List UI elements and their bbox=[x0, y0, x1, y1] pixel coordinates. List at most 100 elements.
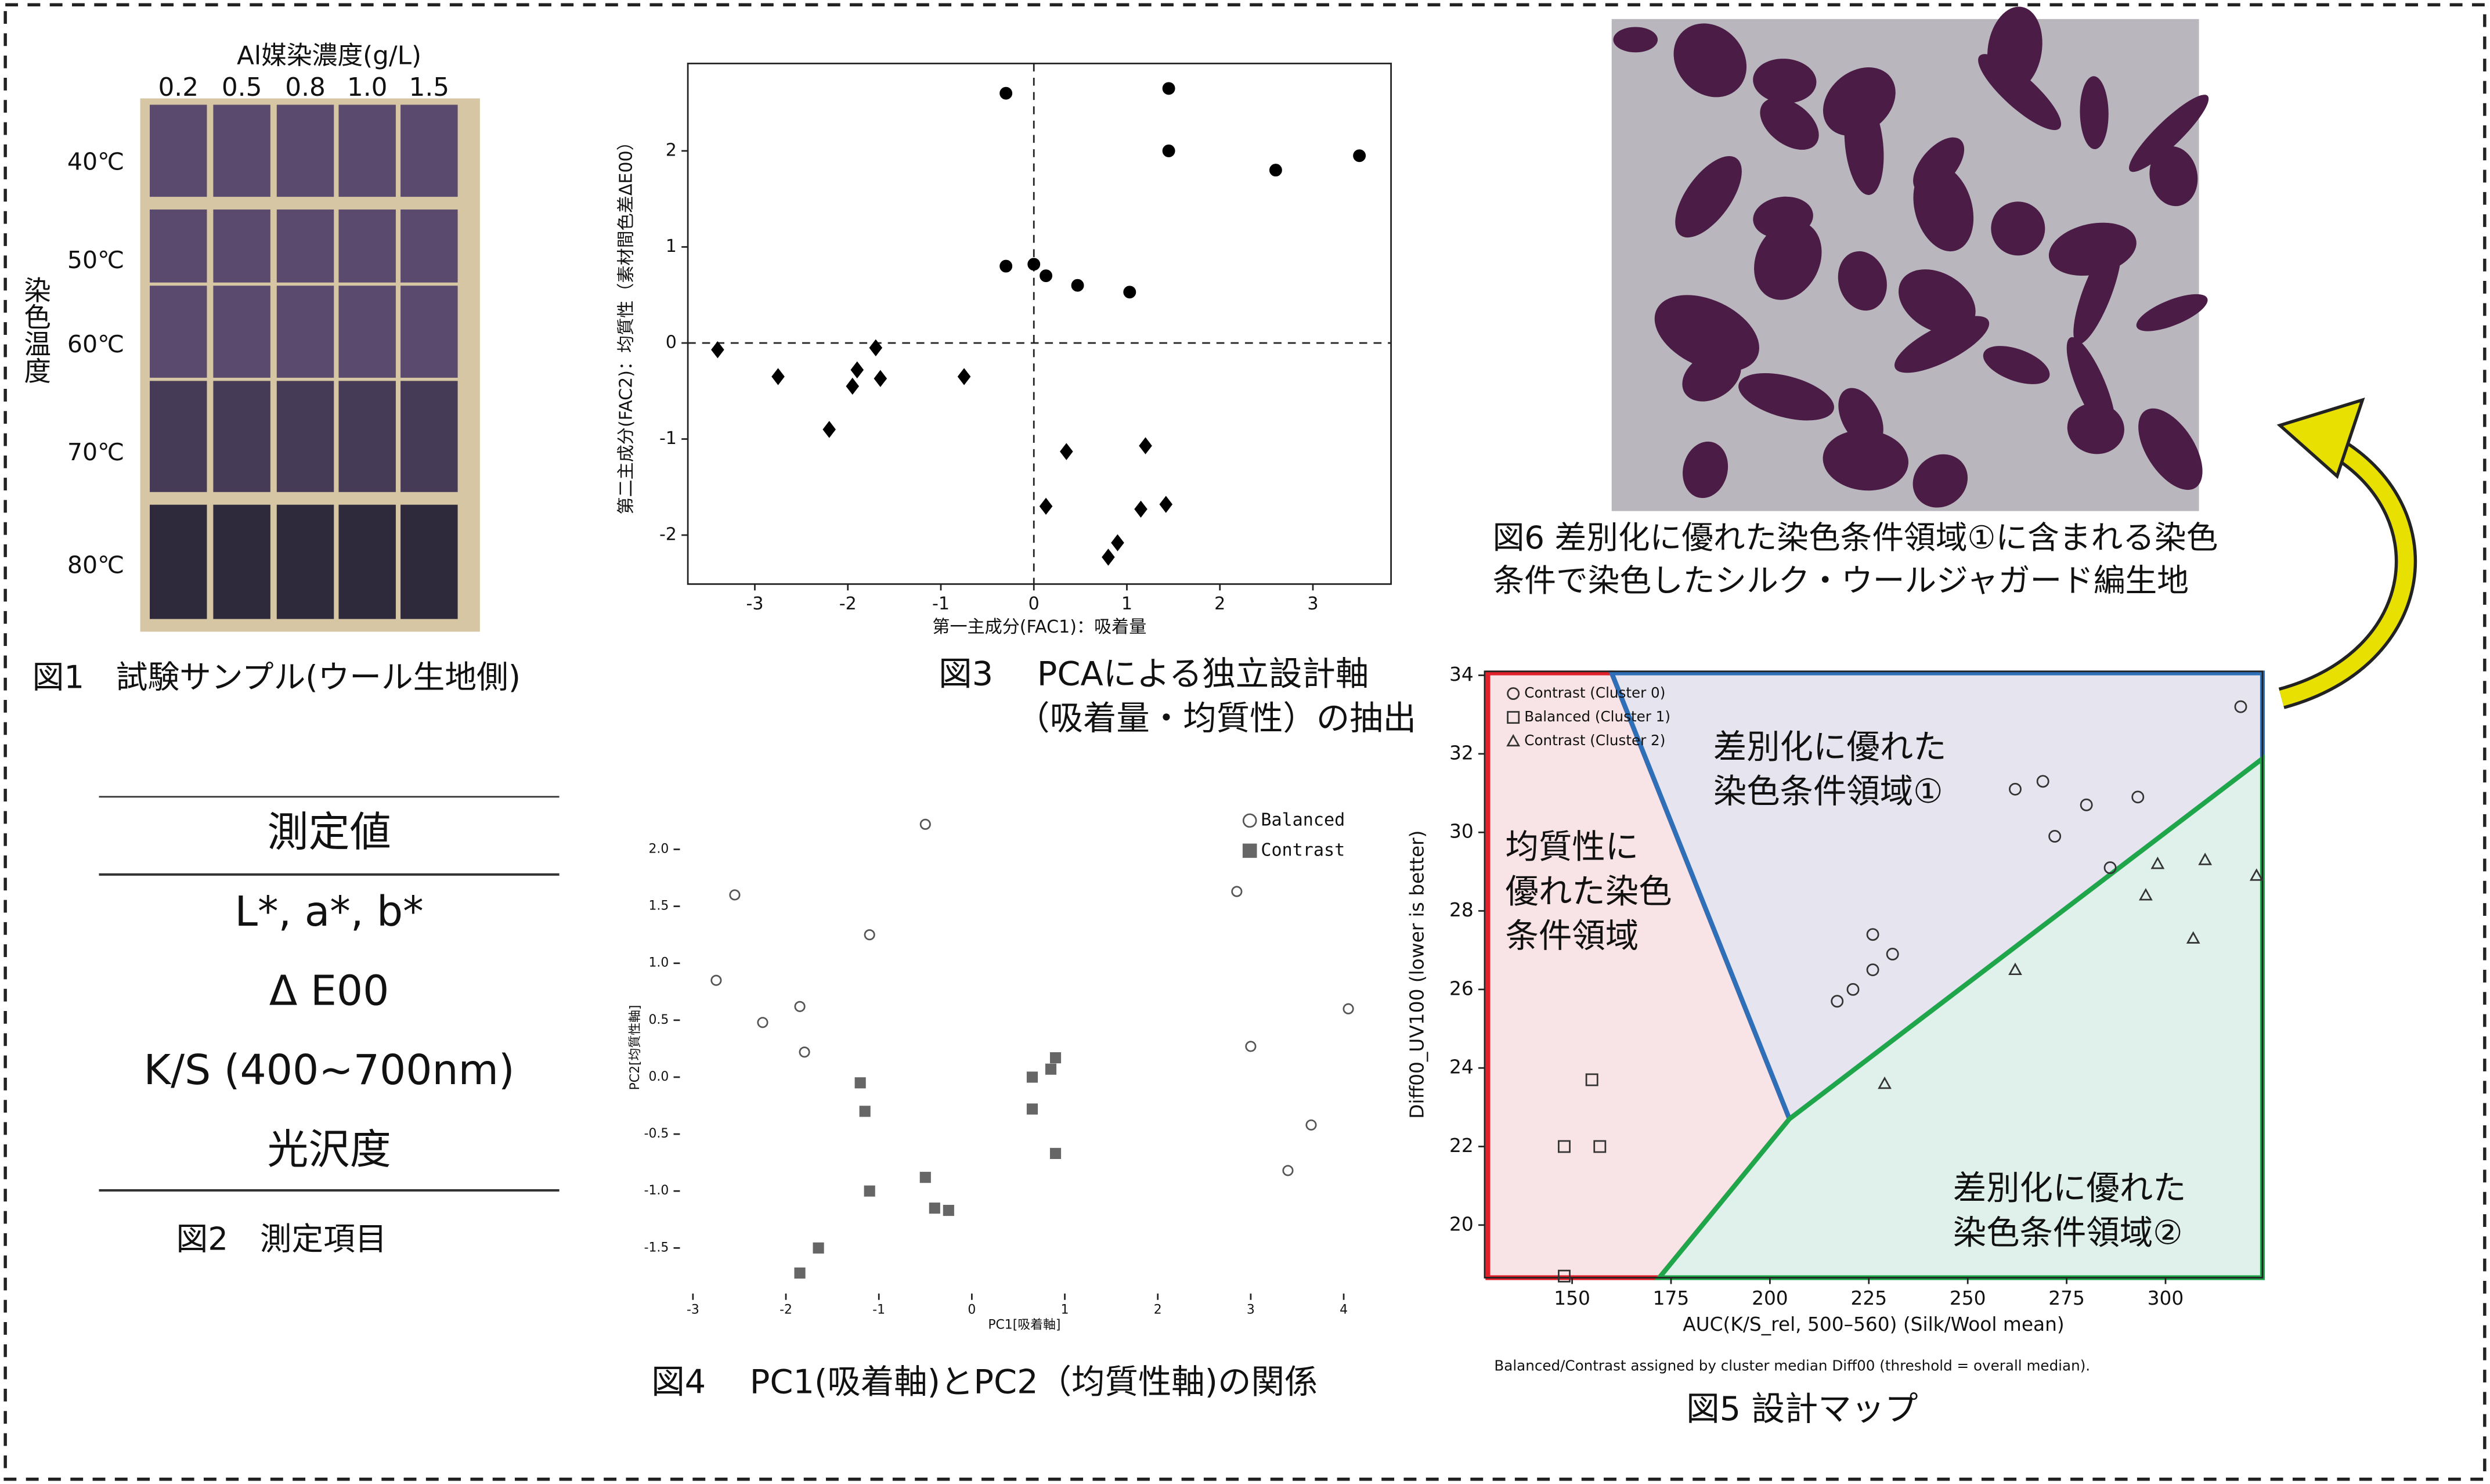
temperature-label: 80℃ bbox=[67, 551, 124, 579]
swatch bbox=[338, 381, 395, 492]
x-tick-label: -2 bbox=[839, 594, 857, 614]
y-axis-label: PC2[均質性軸] bbox=[628, 1005, 643, 1091]
legend-label: Balanced bbox=[1261, 810, 1345, 830]
plot-frame bbox=[688, 63, 1391, 584]
point bbox=[712, 976, 721, 985]
point bbox=[1061, 445, 1072, 459]
point bbox=[865, 1186, 874, 1196]
swatch bbox=[150, 381, 207, 492]
x-tick-label: -2 bbox=[780, 1302, 792, 1317]
swatch bbox=[213, 104, 270, 197]
point bbox=[1027, 1104, 1037, 1114]
y-tick-label: 2.0 bbox=[649, 842, 669, 856]
swatch bbox=[338, 104, 395, 197]
point bbox=[1246, 1042, 1255, 1051]
concentration-label: 0.2 bbox=[158, 73, 199, 102]
point bbox=[1040, 499, 1051, 514]
point bbox=[1051, 1053, 1060, 1062]
x-tick-label: -3 bbox=[687, 1302, 699, 1317]
x-tick-label: 2 bbox=[1214, 594, 1225, 614]
y-axis-label: Diff00_UV100 (lower is better) bbox=[1406, 831, 1428, 1119]
legend-label: Contrast (Cluster 0) bbox=[1524, 684, 1665, 701]
swatch bbox=[400, 381, 457, 492]
swatch-grid bbox=[150, 104, 458, 619]
point bbox=[1163, 83, 1174, 94]
point bbox=[921, 819, 930, 829]
point bbox=[795, 1002, 804, 1011]
swatch bbox=[150, 505, 207, 619]
caption: （吸着量・均質性）の抽出 bbox=[1016, 699, 1416, 738]
table-row: K/S (400~700nm) bbox=[144, 1046, 515, 1094]
x-tick-label: 3 bbox=[1247, 1302, 1255, 1317]
point bbox=[730, 890, 739, 900]
region-label: 染色条件領域① bbox=[1713, 772, 1943, 811]
point bbox=[773, 369, 784, 384]
x-tick-label: -1 bbox=[872, 1302, 885, 1317]
point bbox=[1140, 439, 1151, 453]
point bbox=[1124, 287, 1135, 298]
y-tick-label: 24 bbox=[1449, 1056, 1474, 1078]
y-tick-label: 26 bbox=[1449, 977, 1474, 999]
swatch bbox=[277, 505, 334, 619]
y-tick-label: 34 bbox=[1449, 663, 1474, 685]
point bbox=[1046, 1064, 1055, 1074]
x-tick-label: 4 bbox=[1340, 1302, 1348, 1317]
x-tick-label: 3 bbox=[1307, 594, 1318, 614]
swatch bbox=[150, 286, 207, 378]
y-tick-label: 1.5 bbox=[649, 899, 669, 913]
swatch bbox=[150, 210, 207, 283]
note: Balanced/Contrast assigned by cluster me… bbox=[1494, 1357, 2090, 1374]
point bbox=[1051, 1149, 1060, 1158]
arrow-outline bbox=[2282, 445, 2406, 699]
fig6-caption: 条件で染色したシルク・ウールジャガード編生地 bbox=[1493, 562, 2189, 599]
temperature-label: 60℃ bbox=[67, 330, 124, 358]
swatch bbox=[400, 104, 457, 197]
point bbox=[851, 363, 863, 377]
region-label: 差別化に優れた bbox=[1713, 727, 1947, 766]
legend-marker bbox=[1243, 844, 1256, 857]
point bbox=[1029, 259, 1040, 270]
temperature-label: 40℃ bbox=[67, 148, 124, 176]
point bbox=[1072, 280, 1083, 291]
legend-label: Contrast bbox=[1261, 840, 1345, 860]
x-tick-label: -3 bbox=[746, 594, 763, 614]
swatch bbox=[338, 505, 395, 619]
swatch bbox=[400, 210, 457, 283]
temperature-label: 70℃ bbox=[67, 438, 124, 466]
fig2-caption: 図2 測定項目 bbox=[176, 1221, 387, 1258]
fig1-row-title: 染色温度 bbox=[20, 276, 51, 384]
y-axis-label: 第二主成分(FAC2)：均質性（素材間色差ΔE00） bbox=[616, 133, 636, 514]
y-tick-label: 1 bbox=[666, 236, 677, 257]
point bbox=[944, 1205, 953, 1215]
y-tick-label: 32 bbox=[1449, 742, 1474, 764]
swatch bbox=[400, 505, 457, 619]
point bbox=[1283, 1166, 1293, 1175]
swatch bbox=[277, 210, 334, 283]
fig1-caption: 図1 試験サンプル(ウール生地側) bbox=[33, 659, 521, 696]
fig1-axis-title: Al媒染濃度(g/L) bbox=[237, 41, 421, 70]
x-tick-label: 150 bbox=[1554, 1287, 1590, 1309]
point bbox=[1307, 1120, 1316, 1129]
y-tick-label: 2 bbox=[666, 140, 677, 160]
point bbox=[824, 422, 835, 436]
x-tick-label: 175 bbox=[1653, 1287, 1690, 1309]
fabric-motif bbox=[1613, 27, 1658, 52]
point bbox=[1001, 261, 1012, 272]
y-tick-label: 30 bbox=[1449, 821, 1474, 843]
y-tick-label: 28 bbox=[1449, 899, 1474, 921]
point bbox=[1160, 497, 1171, 512]
point bbox=[800, 1048, 809, 1057]
caption: 図3 PCAによる独立設計軸 bbox=[939, 655, 1369, 694]
concentration-label: 0.5 bbox=[222, 73, 262, 102]
fig6-caption: 図6 差別化に優れた染色条件領域①に含まれる染色 bbox=[1493, 519, 2218, 556]
point bbox=[1112, 536, 1123, 550]
region-label: 条件領域 bbox=[1506, 916, 1639, 955]
x-axis-label: 第一主成分(FAC1)：吸着量 bbox=[932, 617, 1146, 637]
x-tick-label: 300 bbox=[2148, 1287, 2184, 1309]
y-tick-label: 22 bbox=[1449, 1135, 1474, 1157]
point bbox=[758, 1018, 767, 1027]
point bbox=[930, 1203, 939, 1212]
point bbox=[1232, 887, 1242, 896]
region-label: 差別化に優れた bbox=[1953, 1169, 2186, 1208]
